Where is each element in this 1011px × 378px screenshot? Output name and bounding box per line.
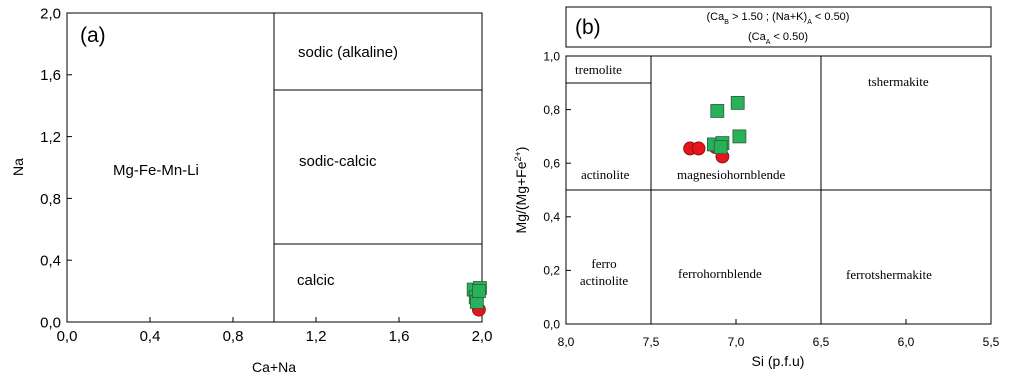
panel-a-y-axis-label: Na [10, 158, 26, 176]
x-tick-label: 7,0 [728, 335, 745, 349]
x-tick-label: 7,5 [643, 335, 660, 349]
x-tick-label: 2,0 [472, 328, 493, 345]
panel-b-y-axis-label: Mg/(Mg+Fe2+) [513, 147, 529, 234]
x-tick-label: 1,6 [389, 328, 410, 345]
panel-b-label: (b) [575, 16, 601, 39]
panel-b-x-axis: 8,0 7,5 7,0 6,5 6,0 5,5 [558, 319, 1000, 349]
panel-a-data-points [466, 281, 487, 317]
panel-b-condition-line-2: (CaA < 0.50) [748, 31, 808, 46]
field-label-ferrohornblende: ferrohornblende [678, 266, 762, 281]
panel-b-data-points [683, 96, 747, 164]
y-tick-label: 2,0 [40, 5, 61, 22]
data-point-square [732, 129, 747, 144]
panel-b-calcic-amphibole-diagram: (b) (CaB > 1.50 ; (Na+K)A < 0.50) (CaA <… [513, 6, 1000, 369]
data-point-square [471, 284, 486, 299]
field-label-sodic-calcic: sodic-calcic [299, 153, 377, 170]
data-point-square [713, 140, 728, 155]
y-tick-label: 0,6 [543, 157, 560, 171]
x-tick-label: 1,2 [306, 328, 327, 345]
panel-a-calcic-diagram: (a) Mg-Fe-Mn-Li sodic (alkaline) sodic-c… [10, 5, 492, 375]
panel-a-x-axis: 0,0 0,4 0,8 1,2 1,6 2,0 [57, 317, 493, 345]
panel-b-condition-line-1: (CaB > 1.50 ; (Na+K)A < 0.50) [707, 11, 850, 26]
data-point-square [710, 104, 725, 118]
x-tick-label: 6,0 [898, 335, 915, 349]
field-label-calcic: calcic [297, 272, 335, 289]
y-tick-label: 0,2 [543, 264, 560, 278]
field-label-tremolite: tremolite [575, 62, 622, 77]
field-label-actinolite: actinolite [581, 167, 630, 182]
y-tick-label: 1,0 [543, 49, 560, 63]
field-label-magnesiohornblende: magnesiohornblende [677, 167, 786, 182]
data-point-circle [691, 141, 706, 156]
field-label-mg-fe-mn-li: Mg-Fe-Mn-Li [113, 162, 199, 179]
y-tick-label: 1,2 [40, 129, 61, 146]
x-tick-label: 6,5 [813, 335, 830, 349]
panel-b-x-axis-label: Si (p.f.u) [752, 353, 805, 369]
x-tick-label: 0,8 [223, 328, 244, 345]
panel-b-y-axis: 0,0 0,2 0,4 0,6 0,8 1,0 [543, 49, 571, 331]
field-label-ferrotshermakite: ferrotshermakite [846, 267, 932, 282]
y-tick-label: 0,4 [543, 210, 560, 224]
field-label-tshermakite: tshermakite [868, 74, 929, 89]
y-tick-label: 0,8 [543, 103, 560, 117]
x-tick-label: 0,4 [140, 328, 161, 345]
y-tick-label: 1,6 [40, 67, 61, 84]
panel-a-x-axis-label: Ca+Na [252, 359, 296, 375]
y-tick-label: 0,0 [40, 314, 61, 331]
x-tick-label: 8,0 [558, 335, 575, 349]
y-tick-label: 0,4 [40, 253, 61, 270]
x-tick-label: 0,0 [57, 328, 78, 345]
panel-b-header-box [565, 6, 992, 48]
field-label-ferro-actinolite-line2: actinolite [580, 273, 629, 288]
panel-a-label: (a) [80, 24, 106, 47]
panel-a-y-axis: 0,0 0,4 0,8 1,2 1,6 2,0 [40, 5, 72, 331]
field-label-ferro-actinolite-line1: ferro [591, 256, 616, 271]
data-point-square [730, 96, 745, 110]
y-tick-label: 0,8 [40, 191, 61, 208]
field-label-sodic: sodic (alkaline) [298, 44, 398, 61]
y-tick-label: 0,0 [543, 317, 560, 331]
x-tick-label: 5,5 [983, 335, 1000, 349]
